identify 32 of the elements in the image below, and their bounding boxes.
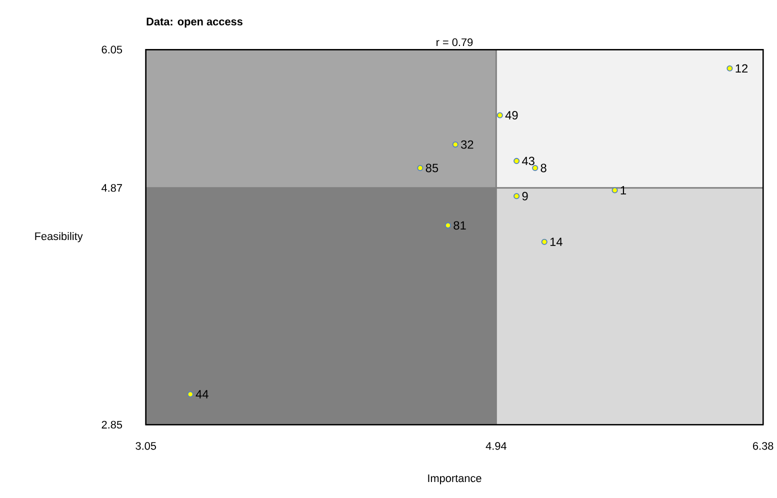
x-axis-title: Importance bbox=[428, 474, 482, 484]
annotation: 32 bbox=[461, 140, 474, 149]
annotation: 9 bbox=[522, 192, 528, 200]
point bbox=[532, 164, 538, 171]
point bbox=[496, 112, 503, 118]
annotation: 85 bbox=[426, 164, 438, 172]
x-tick-label: 4.94 bbox=[486, 442, 506, 450]
annotation: 14 bbox=[550, 238, 562, 246]
y-tick-label: 4.87 bbox=[102, 184, 122, 192]
point bbox=[417, 164, 424, 171]
point bbox=[541, 238, 548, 245]
chart-title: Data: open access bbox=[146, 18, 242, 28]
point bbox=[452, 141, 458, 148]
annotation: 8 bbox=[540, 164, 546, 172]
x-tick-label: 3.05 bbox=[136, 442, 156, 450]
point bbox=[726, 65, 733, 72]
point bbox=[514, 158, 520, 164]
point bbox=[514, 193, 520, 200]
y-axis-title: Feasibility bbox=[35, 232, 83, 242]
annotation: 12 bbox=[736, 64, 748, 72]
annotation: 44 bbox=[196, 390, 208, 398]
y-tick-label: 6.05 bbox=[102, 46, 122, 54]
y-tick-label: 2.85 bbox=[102, 420, 122, 428]
point bbox=[187, 391, 194, 398]
annotation: 49 bbox=[505, 110, 518, 120]
chart-subtitle: r = 0.79 bbox=[436, 38, 473, 46]
point bbox=[612, 187, 618, 194]
x-tick-label: 6.38 bbox=[753, 442, 774, 450]
annotation: 43 bbox=[522, 156, 534, 166]
annotation: 1 bbox=[620, 186, 626, 194]
point bbox=[444, 222, 452, 228]
annotation: 81 bbox=[454, 221, 466, 230]
